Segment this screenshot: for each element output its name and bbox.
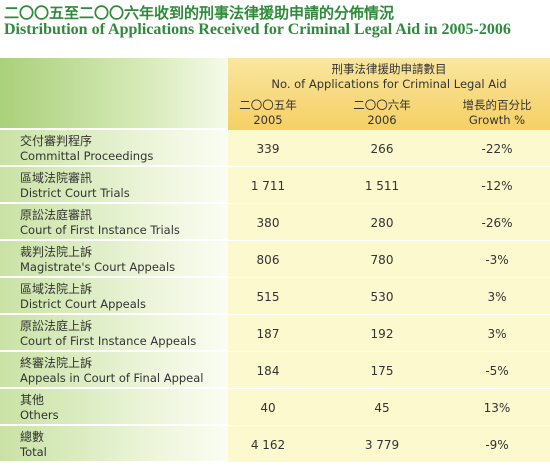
row-label-en: Court of First Instance Trials xyxy=(20,223,180,237)
row-label-zh: 區域法院審訊 xyxy=(20,171,93,185)
cell: 1 511 xyxy=(364,179,400,193)
cell: -5% xyxy=(485,364,509,378)
row-label-en: Court of First Instance Appeals xyxy=(20,334,197,348)
cell: 175 xyxy=(370,364,394,378)
cell: -22% xyxy=(481,142,513,156)
column-en: Growth % xyxy=(468,113,526,127)
row-label-zh: 原訟法庭審訊 xyxy=(20,208,93,222)
row-label-bg xyxy=(0,315,228,352)
row-bg xyxy=(228,278,550,315)
header-corner xyxy=(0,58,228,130)
row-label-en: Committal Proceedings xyxy=(20,149,154,163)
cell: -9% xyxy=(485,438,509,452)
cell: 184 xyxy=(256,364,280,378)
row-bg xyxy=(228,241,550,278)
cell: 4 162 xyxy=(250,438,286,452)
cell: -3% xyxy=(485,253,509,267)
row-bg xyxy=(228,389,550,426)
table: 刑事法律援助申請數目 No. of Applications for Crimi… xyxy=(0,58,550,466)
column-zh: 增長的百分比 xyxy=(462,98,532,112)
cell: 3% xyxy=(487,327,507,341)
title-en: Distribution of Applications Received fo… xyxy=(4,21,511,38)
row-label-bg xyxy=(0,389,228,426)
row-label-zh: 總數 xyxy=(20,430,45,444)
header-bg xyxy=(228,58,550,130)
cell: -12% xyxy=(481,179,513,193)
row-bg xyxy=(228,315,550,352)
row-bg xyxy=(228,167,550,204)
row-label-zh: 區域法院上訴 xyxy=(20,282,93,296)
row-label-zh: 其他 xyxy=(20,393,45,407)
row-label-en: Others xyxy=(20,408,59,422)
cell: 806 xyxy=(256,253,280,267)
row-label-en: Total xyxy=(20,445,47,459)
row-bg xyxy=(228,352,550,389)
row-label-en: District Court Trials xyxy=(20,186,130,200)
cell: 13% xyxy=(483,401,511,415)
row-label-bg xyxy=(0,167,228,204)
title-zh: 二〇〇五至二〇〇六年收到的刑事法律援助申請的分佈情況 xyxy=(4,4,395,22)
cell: 3 779 xyxy=(364,438,400,452)
row-label-bg xyxy=(0,241,228,278)
row-label-en: Appeals in Court of Final Appeal xyxy=(20,371,204,385)
cell: 780 xyxy=(370,253,394,267)
column-zh: 二〇〇五年 xyxy=(239,98,297,112)
row-label-zh: 原訟法庭上訴 xyxy=(20,319,93,333)
cell: 380 xyxy=(256,216,280,230)
row-bg xyxy=(228,204,550,241)
row-label-bg xyxy=(0,426,228,463)
cell: 3% xyxy=(487,290,507,304)
cell: 280 xyxy=(370,216,394,230)
row-label-bg xyxy=(0,278,228,315)
row-label-en: District Court Appeals xyxy=(20,297,146,311)
row-label-bg xyxy=(0,204,228,241)
column-en: 2005 xyxy=(253,113,283,127)
row-label-bg xyxy=(0,130,228,167)
cell: 266 xyxy=(370,142,394,156)
group-zh: 刑事法律援助申請數目 xyxy=(331,62,447,76)
cell: 187 xyxy=(256,327,280,341)
cell: 192 xyxy=(370,327,394,341)
row-label-zh: 終審法院上訴 xyxy=(20,356,93,370)
column-en: 2006 xyxy=(367,113,397,127)
cell: 339 xyxy=(256,142,280,156)
column-zh: 二〇〇六年 xyxy=(353,98,411,112)
cell: 530 xyxy=(370,290,394,304)
cell: 40 xyxy=(260,401,276,415)
cell: 1 711 xyxy=(250,179,286,193)
row-bg xyxy=(228,426,550,463)
row-bg xyxy=(228,130,550,167)
cell: 515 xyxy=(256,290,280,304)
row-label-zh: 裁判法院上訴 xyxy=(20,245,93,259)
cell: 45 xyxy=(374,401,390,415)
row-label-en: Magistrate's Court Appeals xyxy=(20,260,176,274)
group-en: No. of Applications for Criminal Legal A… xyxy=(271,77,507,91)
cell: -26% xyxy=(481,216,513,230)
row-label-bg xyxy=(0,352,228,389)
row-label-zh: 交付審判程序 xyxy=(20,134,93,148)
